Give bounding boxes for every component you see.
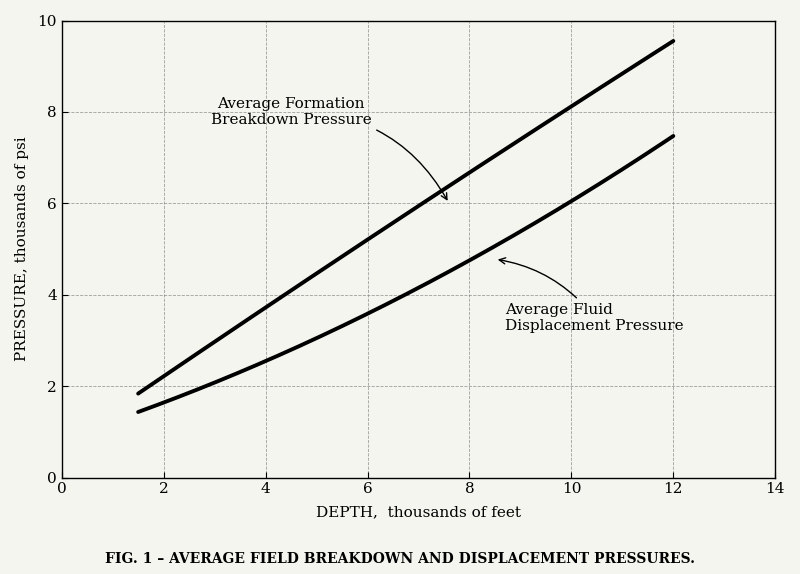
X-axis label: DEPTH,  thousands of feet: DEPTH, thousands of feet	[316, 505, 521, 519]
Y-axis label: PRESSURE, thousands of psi: PRESSURE, thousands of psi	[15, 137, 29, 362]
Text: Average Formation
Breakdown Pressure: Average Formation Breakdown Pressure	[210, 97, 447, 200]
Text: Average Fluid
Displacement Pressure: Average Fluid Displacement Pressure	[499, 258, 684, 333]
Text: FIG. 1 – AVERAGE FIELD BREAKDOWN AND DISPLACEMENT PRESSURES.: FIG. 1 – AVERAGE FIELD BREAKDOWN AND DIS…	[105, 552, 695, 565]
